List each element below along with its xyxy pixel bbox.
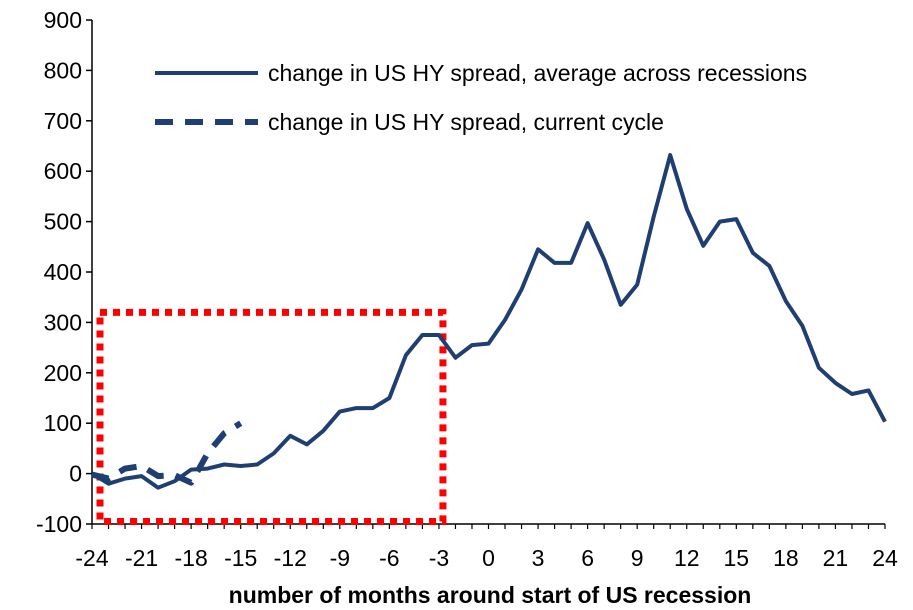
y-tick-label: -100 <box>36 511 82 537</box>
y-tick-label: 700 <box>44 108 82 134</box>
x-tick-label: -18 <box>175 545 208 571</box>
x-tick-label: -6 <box>379 545 399 571</box>
x-tick-label: 21 <box>823 545 849 571</box>
x-axis-title: number of months around start of US rece… <box>229 582 752 608</box>
y-tick-label: 800 <box>44 57 82 83</box>
highlight-box <box>96 308 447 525</box>
series-line-average <box>90 153 887 490</box>
y-tick-label: 500 <box>44 209 82 235</box>
x-tick-label: 3 <box>532 545 545 571</box>
series-line-current <box>91 420 243 486</box>
x-tick-label: -12 <box>274 545 307 571</box>
y-tick-label: 100 <box>44 410 82 436</box>
x-tick-label: 9 <box>631 545 644 571</box>
x-tick-label: 0 <box>482 545 495 571</box>
x-tick-label: 6 <box>581 545 594 571</box>
x-tick-label: -15 <box>224 545 257 571</box>
legend-label-current: change in US HY spread, current cycle <box>268 109 664 135</box>
legend: change in US HY spread, average across r… <box>155 60 807 135</box>
y-tick-label: 600 <box>44 158 82 184</box>
x-tick-label: 24 <box>872 545 898 571</box>
annotations <box>96 308 447 525</box>
x-tick-label: 15 <box>724 545 750 571</box>
y-tick-label: 900 <box>44 7 82 33</box>
x-axis-ticks: -24 -21 -18 -15 -12 -9 -6 -3 0 3 6 9 12 15 18 21 24 <box>75 524 898 571</box>
x-tick-label: 18 <box>773 545 799 571</box>
series-layer <box>90 153 887 490</box>
y-tick-label: 400 <box>44 259 82 285</box>
x-tick-label: -24 <box>75 545 108 571</box>
legend-label-average: change in US HY spread, average across r… <box>268 60 807 86</box>
y-axis-ticks: -100 0 100 200 300 400 500 600 700 800 900 <box>36 7 92 537</box>
x-tick-label: -9 <box>330 545 350 571</box>
x-tick-label: -3 <box>429 545 449 571</box>
x-tick-label: -21 <box>125 545 158 571</box>
x-tick-label: 12 <box>674 545 700 571</box>
y-tick-label: 200 <box>44 360 82 386</box>
y-tick-label: 0 <box>69 461 82 487</box>
y-tick-label: 300 <box>44 309 82 335</box>
